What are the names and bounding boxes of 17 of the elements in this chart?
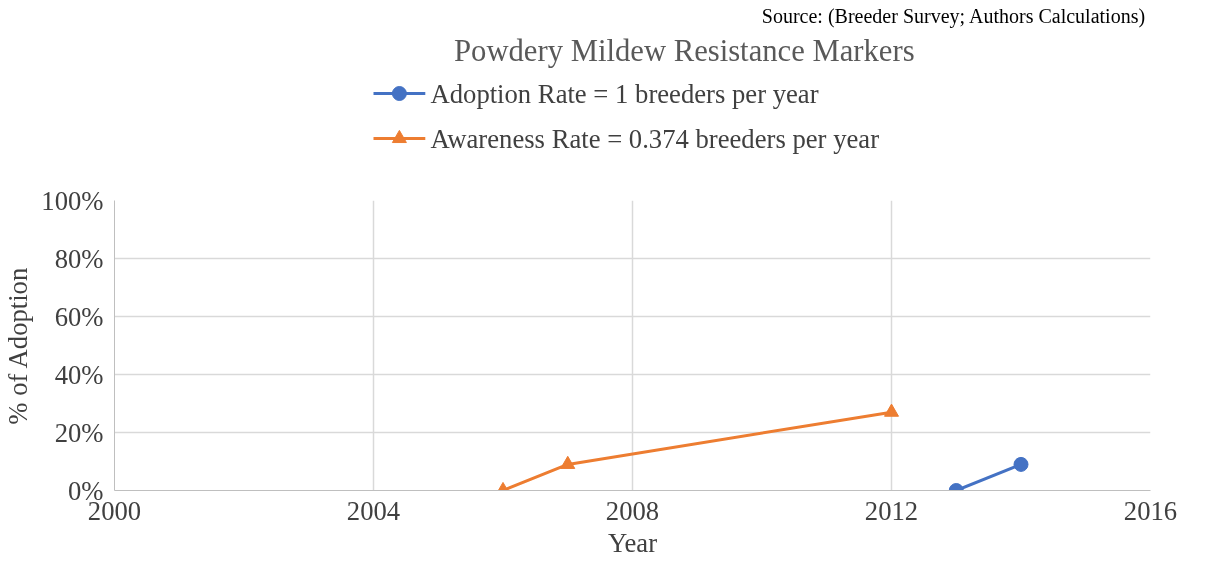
x-tick-label: 2016 — [1123, 495, 1178, 526]
y-tick-label: 60% — [54, 301, 104, 332]
chart-title: Powdery Mildew Resistance Markers — [454, 33, 915, 68]
x-tick-label: 2012 — [864, 495, 919, 526]
x-tick-label: 2008 — [605, 495, 660, 526]
point — [884, 403, 899, 417]
point — [560, 455, 576, 469]
x-tick-label: 2004 — [346, 495, 401, 526]
y-tick-label: 100% — [41, 185, 104, 216]
y-axis-title: % of Adoption — [3, 267, 34, 425]
source-note: Source: (Breeder Survey; Authors Calculations) — [761, 4, 1146, 28]
y-tick-label: 80% — [54, 243, 104, 274]
legend-label: Awareness Rate = 0.374 breeders per year — [430, 123, 880, 154]
y-tick-label: 20% — [54, 417, 104, 448]
legend-label: Adoption Rate = 1 breeders per year — [430, 78, 819, 109]
x-axis-title: Year — [607, 527, 658, 558]
y-tick-label: 40% — [54, 359, 104, 390]
